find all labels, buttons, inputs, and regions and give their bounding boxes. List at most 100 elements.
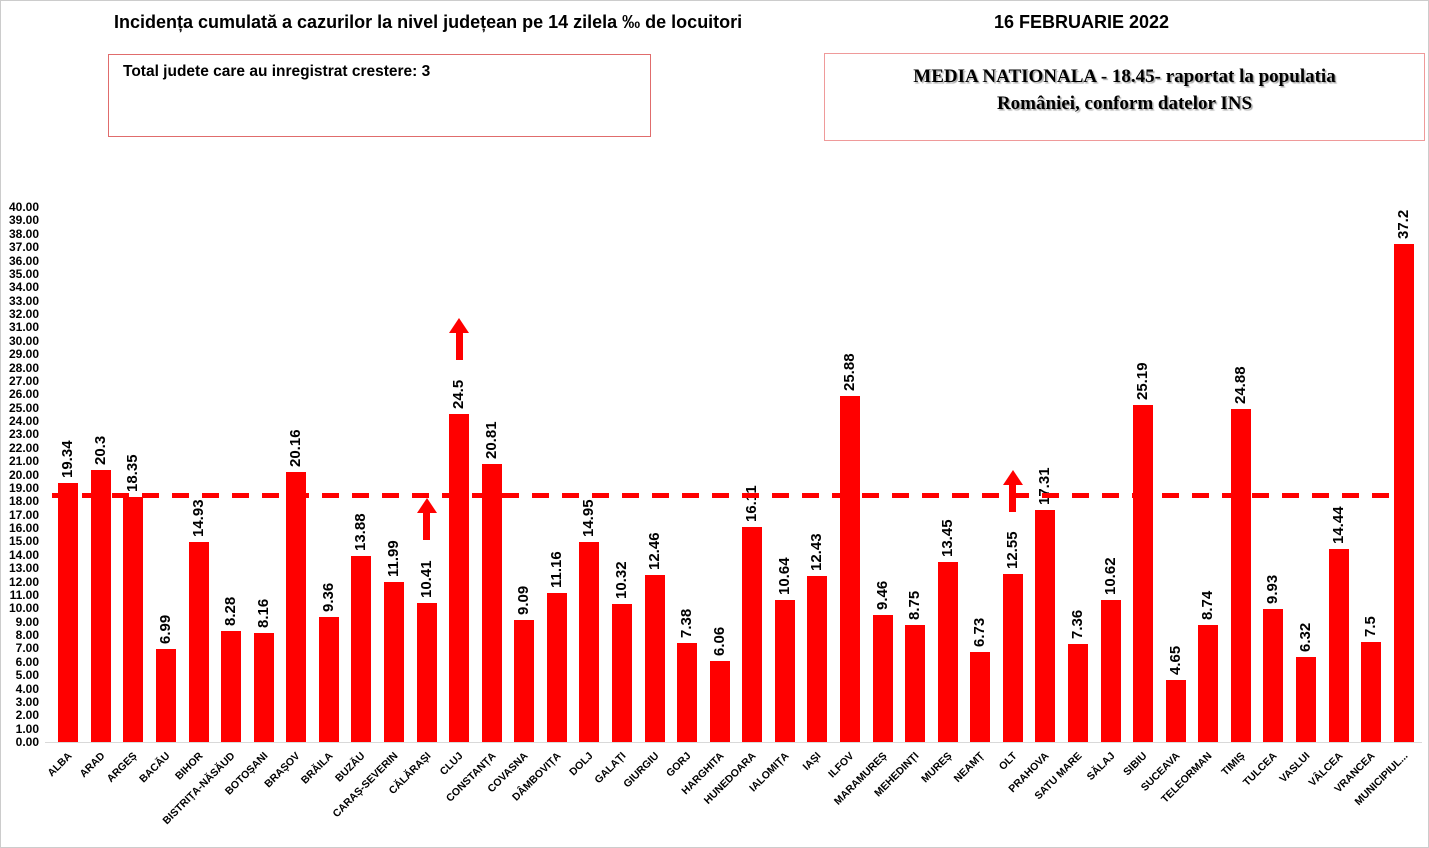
y-axis-label: 11.00	[9, 587, 39, 602]
y-axis-label: 22.00	[8, 440, 39, 455]
y-axis-label: 19.00	[8, 480, 39, 495]
y-axis-label: 7.00	[15, 641, 39, 656]
bar-value-label: 9.93	[1264, 574, 1282, 605]
y-axis-label: 37.00	[8, 240, 39, 255]
bar-value-label: 11.16	[547, 551, 565, 588]
y-axis-label: 16.00	[8, 521, 39, 535]
y-axis-label: 26.00	[8, 387, 39, 402]
bar	[937, 562, 958, 742]
bar	[1100, 599, 1121, 742]
bar-value-label: 12.46	[645, 532, 663, 571]
y-axis-label: 23.00	[8, 427, 39, 442]
bar	[839, 395, 860, 742]
bar-value-label: 17.31	[1036, 467, 1054, 506]
bar-value-label: 6.06	[710, 626, 728, 656]
bar	[351, 556, 372, 742]
bar	[1165, 679, 1186, 742]
bar	[383, 581, 404, 742]
bar-value-label: 10.41	[417, 560, 435, 598]
bar-value-label: 7.36	[1068, 609, 1086, 639]
y-axis-label: 12.00	[8, 574, 39, 589]
bar-value-label: 8.75	[906, 590, 924, 620]
bar-value-label: 20.16	[287, 429, 305, 468]
bar	[514, 620, 535, 742]
bar-value-label: 8.28	[222, 597, 240, 627]
bar-value-label: 19.34	[59, 440, 77, 479]
y-axis-label: 1.00	[15, 721, 39, 736]
bar	[123, 496, 144, 742]
bar	[1230, 409, 1251, 742]
bar	[188, 542, 209, 742]
bar-value-label: 8.74	[1199, 590, 1217, 621]
national-average-line1: MEDIA NATIONALA - 18.45- raportat la pop…	[913, 66, 1336, 87]
bar-value-label: 14.95	[580, 499, 598, 538]
y-axis-label: 34.00	[8, 280, 39, 295]
bar-value-label: 6.73	[971, 617, 989, 647]
bar-value-label: 25.19	[1134, 362, 1152, 401]
increase-arrow-head	[1002, 469, 1023, 485]
bar	[970, 651, 991, 742]
bar	[905, 624, 926, 742]
y-axis-label: 15.00	[8, 534, 39, 549]
increase-arrow-head	[449, 318, 470, 334]
bar	[1328, 548, 1349, 742]
x-axis-baseline	[45, 742, 1422, 743]
report-date: 16 FEBRUARIE 2022	[994, 12, 1170, 32]
y-axis-label: 25.00	[8, 400, 39, 415]
increase-arrow	[449, 318, 470, 361]
y-axis-label: 28.00	[8, 360, 39, 375]
bar	[481, 463, 502, 742]
bar-value-label: 24.5	[450, 380, 468, 410]
bar-value-label: 13.45	[938, 519, 956, 558]
y-axis-label: 39.00	[8, 213, 39, 228]
y-axis-label: 4.00	[15, 681, 39, 696]
bar-value-label: 10.62	[1101, 557, 1119, 595]
total-increase-text: Total judete care au inregistrat crester…	[123, 63, 431, 80]
y-axis-label: 3.00	[15, 694, 39, 709]
bar-value-label: 25.88	[840, 353, 858, 391]
bar	[221, 631, 242, 742]
bar-value-label: 37.2	[1394, 210, 1412, 240]
bar-value-label: 12.43	[808, 533, 826, 571]
y-axis-label: 32.00	[8, 307, 39, 321]
national-average-box: MEDIA NATIONALA - 18.45- raportat la pop…	[824, 53, 1425, 141]
bar-value-label: 14.44	[1329, 506, 1347, 544]
bar-value-label: 24.88	[1231, 366, 1249, 405]
bar	[644, 575, 665, 742]
bar-value-label: 12.55	[1003, 531, 1021, 570]
bar	[1067, 643, 1088, 742]
y-axis-label: 20.00	[8, 467, 39, 482]
bar-value-label: 18.35	[124, 454, 142, 492]
bar-value-label: 7.38	[678, 609, 696, 639]
y-axis-label: 36.00	[8, 253, 39, 268]
bar	[1361, 641, 1382, 742]
y-axis-label: 14.00	[8, 547, 39, 562]
bar-value-label: 7.5	[1362, 615, 1380, 637]
y-axis-label: 8.00	[15, 628, 39, 642]
increase-arrow-stem	[455, 333, 463, 361]
increase-arrow	[416, 498, 437, 541]
bar-value-label: 16.11	[743, 484, 761, 522]
increase-arrow-stem	[423, 513, 431, 541]
y-axis-label: 18.00	[8, 494, 39, 509]
y-axis-label: 38.00	[8, 226, 39, 241]
bar	[579, 542, 600, 742]
bar	[774, 599, 795, 742]
bar	[90, 470, 111, 742]
bar-value-label: 9.09	[515, 586, 533, 616]
bar-value-label: 20.81	[482, 421, 500, 459]
bar	[449, 414, 470, 742]
bar	[155, 648, 176, 742]
bar	[807, 575, 828, 742]
y-axis-label: 9.00	[15, 614, 39, 629]
y-axis-label: 33.00	[8, 293, 39, 308]
y-axis-label: 29.00	[8, 347, 39, 362]
y-axis-label: 31.00	[8, 320, 39, 335]
bar	[1035, 510, 1056, 742]
bar-value-label: 8.16	[254, 598, 272, 628]
y-axis-label: 27.00	[8, 373, 39, 388]
y-axis-label: 5.00	[15, 668, 39, 683]
bar	[677, 643, 698, 742]
